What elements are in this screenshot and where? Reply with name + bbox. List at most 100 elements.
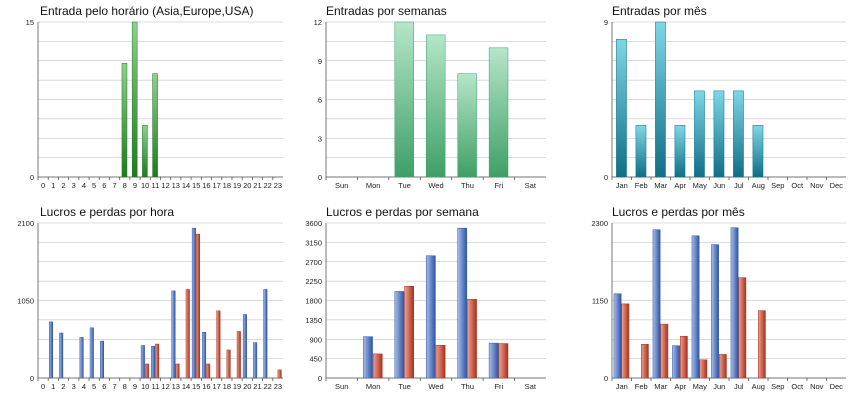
bar: [758, 310, 766, 379]
chart-title: Lucros e perdas por mês: [612, 205, 745, 219]
x-tick-label: Nov: [810, 181, 824, 190]
x-tick-label: Wed: [428, 181, 443, 190]
chart-title: Entradas por mês: [612, 4, 707, 18]
bar: [457, 73, 477, 178]
x-tick-label: Nov: [810, 382, 824, 391]
x-tick-label: Aug: [752, 382, 765, 391]
y-tick-label: 0: [604, 374, 608, 383]
bar: [277, 369, 282, 379]
x-tick-label: 13: [172, 382, 180, 391]
x-tick-label: 9: [133, 382, 137, 391]
x-tick-label: 19: [233, 382, 241, 391]
x-tick-label: 8: [123, 382, 127, 391]
bar: [195, 233, 200, 379]
bar: [738, 277, 747, 379]
x-tick-label: 20: [243, 382, 251, 391]
bar: [404, 286, 414, 379]
bar: [372, 353, 383, 379]
x-tick-label: May: [693, 382, 707, 391]
bar: [498, 343, 509, 379]
bar: [394, 21, 414, 178]
chart-monthly-profit-loss: Lucros e perdas por mês 0 1150 2300 Jan Feb M…: [591, 205, 846, 391]
bar: [730, 227, 739, 379]
x-tick-label: 9: [133, 181, 137, 190]
bar: [655, 21, 666, 178]
x-tick-label: Wed: [428, 382, 443, 391]
y-tick-label: 0: [30, 173, 34, 182]
bar: [733, 90, 744, 178]
bar: [752, 125, 764, 178]
x-tick-label: 11: [151, 181, 159, 190]
chart-title: Lucros e perdas por hora: [40, 205, 174, 219]
bar: [263, 289, 268, 379]
y-tick-label: 15: [26, 18, 34, 27]
x-tick-label: Jun: [713, 382, 725, 391]
y-tick-label: 2700: [305, 258, 322, 267]
bar: [488, 342, 499, 379]
x-tick-label: Tue: [398, 181, 411, 190]
x-tick-label: May: [693, 181, 707, 190]
x-tick-label: 23: [274, 181, 282, 190]
bar: [363, 336, 373, 379]
x-tick-label: Mon: [366, 181, 381, 190]
y-tick-label: 9: [318, 57, 322, 66]
bar: [426, 255, 436, 379]
x-tick-label: 5: [92, 181, 96, 190]
bar: [226, 349, 231, 379]
x-tick-label: 10: [141, 382, 149, 391]
chart-weekly-entries: Entradas por semanas 0 3 6 9 12 Sun Mon Tue Wed T…: [314, 4, 546, 190]
bar: [426, 34, 446, 178]
bar: [641, 344, 649, 379]
x-tick-label: 21: [253, 181, 261, 190]
x-tick-label: 2: [61, 181, 65, 190]
y-tick-label: 3: [318, 134, 322, 143]
bar: [711, 244, 719, 379]
bar: [206, 363, 211, 379]
x-tick-label: 23: [274, 382, 282, 391]
bar: [151, 346, 156, 379]
x-tick-label: 19: [233, 181, 241, 190]
bar: [672, 345, 680, 379]
x-tick-label: Dec: [830, 181, 844, 190]
bar: [79, 337, 84, 379]
bar: [613, 293, 622, 379]
x-tick-label: 8: [123, 181, 127, 190]
chart-title: Entradas por semanas: [326, 4, 447, 18]
bar: [131, 21, 138, 178]
bar: [236, 331, 241, 379]
x-tick-label: 6: [102, 382, 106, 391]
bar: [89, 327, 94, 379]
bar: [202, 331, 207, 379]
x-tick-label: 7: [112, 181, 116, 190]
y-tick-label: 0: [604, 173, 608, 182]
x-tick-label: Feb: [635, 181, 648, 190]
x-tick-label: 3: [72, 181, 76, 190]
bar: [713, 90, 725, 178]
y-tick-label: 9: [604, 18, 608, 27]
x-tick-label: 12: [161, 382, 169, 391]
y-tick-label: 3600: [305, 219, 322, 228]
bar: [152, 73, 158, 178]
chart-title: Entrada pelo horário (Asia,Europe,USA): [40, 4, 253, 18]
x-tick-label: 5: [92, 382, 96, 391]
x-tick-label: Mar: [654, 382, 667, 391]
x-tick-label: Apr: [674, 181, 686, 190]
x-tick-label: 7: [112, 382, 116, 391]
x-tick-label: 6: [102, 181, 106, 190]
x-tick-label: Sat: [525, 382, 537, 391]
bar: [121, 63, 128, 178]
x-tick-label: 15: [192, 181, 200, 190]
bar: [694, 90, 705, 178]
x-tick-label: 21: [253, 382, 261, 391]
bar: [242, 314, 247, 379]
x-tick-label: Sep: [771, 181, 784, 190]
x-tick-label: 12: [161, 181, 169, 190]
x-tick-label: 14: [182, 181, 190, 190]
x-tick-label: 1: [51, 382, 55, 391]
y-tick-label: 1800: [305, 297, 322, 306]
x-tick-label: Aug: [752, 181, 765, 190]
bar: [100, 340, 105, 379]
x-tick-label: 0: [41, 181, 45, 190]
x-tick-label: Sun: [335, 382, 348, 391]
